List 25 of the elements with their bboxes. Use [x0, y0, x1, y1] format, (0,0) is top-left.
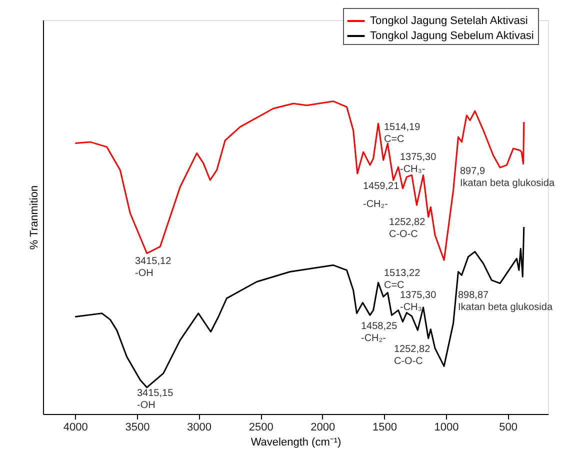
legend-label: Tongkol Jagung Setelah Aktivasi [370, 15, 528, 27]
x-tick-label: 3000 [187, 422, 212, 434]
annotation: 1252,82 C-O-C [394, 344, 431, 367]
annotation: 1252,82 C-O-C [389, 217, 426, 240]
annotation: 1375,30 -CH₃ [400, 290, 437, 313]
legend-label: Tongkol Jagung Sebelum Aktivasi [370, 30, 534, 42]
x-tick-label: 1500 [372, 422, 397, 434]
x-tick-label: 2500 [248, 422, 274, 434]
annotation: 1458,25 -CH₂- [361, 321, 398, 344]
annotation: -CH₂- [363, 199, 388, 210]
x-tick-label: 3500 [125, 422, 150, 434]
x-tick-label: 4000 [63, 422, 88, 434]
annotation: 1514,19 C=C [384, 122, 421, 145]
annotation: 897,9 Ikatan beta glukosida [460, 166, 555, 189]
x-tick-label: 500 [499, 422, 518, 434]
annotation: 3415,15 -OH [137, 388, 174, 411]
x-axis-title: Wavelength (cm⁻¹) [250, 436, 342, 448]
annotation: 3415,12 -OH [135, 256, 172, 279]
annotation: 1375,30 -CH₃- [400, 152, 437, 175]
annotation: 898,87 Ikatan beta glukosida [458, 290, 553, 313]
annotation: 1513,22 C=C [384, 268, 421, 291]
x-tick-label: 2000 [310, 422, 336, 434]
x-tick-label: 1000 [434, 422, 459, 434]
y-axis-title: % Tranmition [28, 185, 40, 250]
annotation: 1459,21 [363, 181, 400, 192]
